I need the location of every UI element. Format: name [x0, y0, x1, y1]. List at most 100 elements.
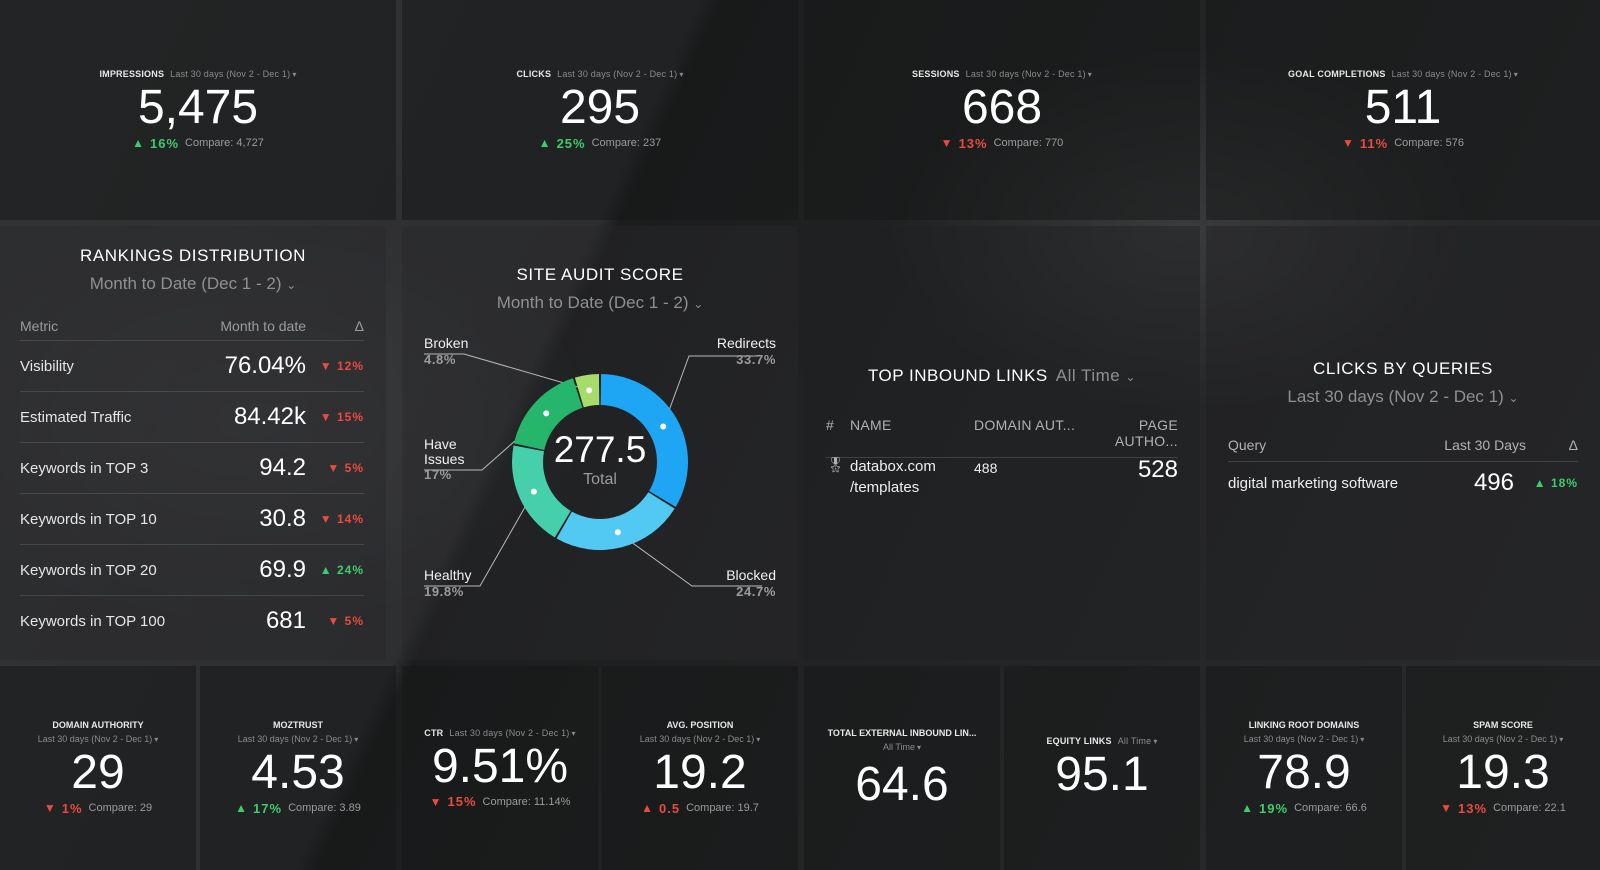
spam-score-tile[interactable]: SPAM SCORE Last 30 days (Nov 2 - Dec 1) ▾… — [1406, 666, 1600, 870]
donut-slice-healthy[interactable] — [512, 445, 571, 538]
leader-line-healthy — [424, 491, 535, 587]
tile-title: LINKING ROOT DOMAINS — [1248, 720, 1360, 731]
tile-title: SESSIONS — [912, 69, 960, 80]
arrow-up-icon: ▲ — [538, 136, 551, 151]
tile-header: GOAL COMPLETIONS Last 30 days (Nov 2 - D… — [1288, 69, 1518, 79]
arrow-down-icon: ▼ — [327, 614, 341, 628]
chevron-down-icon: ▾ — [292, 70, 297, 80]
period-selector[interactable]: Last 30 days (Nov 2 - Dec 1) ▾ — [965, 69, 1092, 80]
period-selector[interactable]: Last 30 days (Nov 2 - Dec 1) ▾ — [1391, 69, 1518, 80]
column-header[interactable]: DOMAIN AUT... — [974, 417, 1076, 433]
column-header[interactable]: PAGE AUTHO... — [1114, 417, 1178, 449]
arrow-up-icon: ▲ — [319, 563, 333, 577]
tile-title: EQUITY LINKS — [1046, 736, 1112, 746]
change-percent: 17% — [253, 800, 283, 816]
period-selector[interactable]: Last 30 days (Nov 2 - Dec 1) ⌄ — [1287, 387, 1519, 406]
label-healthy: Healthy 19.8% — [424, 567, 472, 599]
compare-value: Compare: 3.89 — [288, 802, 361, 815]
sessions-tile[interactable]: SESSIONS Last 30 days (Nov 2 - Dec 1) ▾ 6… — [804, 0, 1200, 220]
metric-value: 9.51% — [431, 740, 569, 793]
chevron-down-icon: ▾ — [1360, 735, 1365, 745]
period-selector[interactable]: Last 30 days (Nov 2 - Dec 1) ▾ — [37, 734, 159, 745]
ctr-tile[interactable]: CTR Last 30 days (Nov 2 - Dec 1) ▾ 9.51% … — [402, 666, 598, 870]
arrow-down-icon: ▼ — [43, 801, 56, 816]
top-inbound-links-tile[interactable]: TOP INBOUND LINKS All Time ⌄ # NAME DOMAI… — [804, 226, 1200, 660]
rankings-distribution-tile[interactable]: RANKINGS DISTRIBUTION Month to Date (Dec… — [0, 226, 386, 660]
period-selector[interactable]: Last 30 days (Nov 2 - Dec 1) ▾ — [449, 728, 576, 738]
column-header[interactable]: Δ — [354, 318, 364, 334]
site-audit-score-tile[interactable]: SITE AUDIT SCORE Month to Date (Dec 1 - … — [402, 226, 798, 660]
tile-title: CLICKS — [516, 69, 552, 80]
change-percent: 16% — [149, 135, 180, 151]
donut-slices — [512, 374, 688, 550]
query-value: 496 — [1473, 469, 1514, 496]
label-broken: Broken 4.8% — [424, 335, 469, 367]
moztrust-tile[interactable]: MOZTRUST Last 30 days (Nov 2 - Dec 1) ▾ 4… — [200, 666, 396, 870]
domain-authority-tile[interactable]: DOMAIN AUTHORITY Last 30 days (Nov 2 - D… — [0, 666, 196, 870]
chevron-down-icon: ▾ — [917, 743, 922, 752]
period-selector[interactable]: Month to Date (Dec 1 - 2) ⌄ — [496, 293, 704, 312]
change-row: ▼ 1% Compare: 29 — [44, 801, 152, 816]
clicks-tile[interactable]: CLICKS Last 30 days (Nov 2 - Dec 1) ▾ 295… — [402, 0, 798, 220]
leader-line-broken — [424, 353, 590, 391]
period-selector[interactable]: Month to Date (Dec 1 - 2) ⌄ — [89, 274, 297, 293]
column-header[interactable]: Metric — [20, 318, 59, 334]
linking-root-domains-tile[interactable]: LINKING ROOT DOMAINS Last 30 days (Nov 2… — [1206, 666, 1402, 870]
goal-completions-tile[interactable]: GOAL COMPLETIONS Last 30 days (Nov 2 - D… — [1206, 0, 1600, 220]
period-selector[interactable]: Last 30 days (Nov 2 - Dec 1) ▾ — [1442, 734, 1564, 745]
compare-value: Compare: 576 — [1394, 137, 1464, 150]
table-row[interactable]: 🎖 databox.com/templates 488 528 — [826, 456, 1178, 498]
column-header[interactable]: Query — [1228, 437, 1267, 453]
link-name[interactable]: databox.com/templates — [850, 458, 936, 496]
page-authority: 528 — [1137, 456, 1178, 483]
tile-header: IMPRESSIONS Last 30 days (Nov 2 - Dec 1)… — [99, 69, 296, 79]
change-row: ▼ 15% Compare: 11.14% — [430, 794, 571, 809]
period-selector[interactable]: All Time ▾ — [1117, 736, 1158, 746]
change-percent: 19% — [1259, 800, 1289, 816]
column-header[interactable]: # — [826, 417, 835, 433]
chevron-down-icon: ⌄ — [286, 278, 297, 292]
period-selector[interactable]: Last 30 days (Nov 2 - Dec 1) ▾ — [170, 69, 297, 80]
column-header[interactable]: Last 30 Days — [1444, 437, 1526, 453]
arrow-up-icon: ▲ — [1241, 801, 1254, 816]
metric-value: 78.9 — [1257, 746, 1351, 800]
period-selector[interactable]: All Time ⌄ — [1055, 366, 1137, 385]
period-selector[interactable]: All Time ▾ — [882, 742, 922, 752]
compare-value: Compare: 237 — [591, 137, 662, 150]
metric-name: Visibility — [20, 357, 74, 375]
table-row[interactable]: digital marketing software 496 ▲ 18% — [1228, 469, 1578, 497]
arrow-up-icon: ▲ — [641, 801, 654, 816]
donut-total: 277.5 — [554, 429, 647, 470]
column-header[interactable]: Δ — [1568, 437, 1578, 453]
column-header[interactable]: NAME — [850, 417, 892, 433]
period-selector[interactable]: Last 30 days (Nov 2 - Dec 1) ▾ — [237, 734, 359, 745]
medal-icon: 🎖 — [826, 457, 846, 474]
delta: ▲ 24% — [319, 563, 364, 577]
tile-header: CTR Last 30 days (Nov 2 - Dec 1) ▾ — [424, 728, 575, 738]
chevron-down-icon: ▾ — [679, 70, 684, 80]
compare-value: Compare: 29 — [88, 802, 153, 815]
delta: ▼ 14% — [319, 512, 364, 526]
clicks-by-queries-tile[interactable]: CLICKS BY QUERIES Last 30 days (Nov 2 - … — [1206, 226, 1600, 660]
change-percent: 1% — [61, 800, 83, 816]
delta: ▼ 5% — [327, 614, 364, 628]
total-external-inbound-links-tile[interactable]: TOTAL EXTERNAL INBOUND LIN... All Time ▾ … — [804, 666, 1000, 870]
table-row: Visibility 76.04% ▼ 12% — [20, 341, 364, 392]
chevron-down-icon: ⌄ — [1125, 370, 1137, 384]
metric-value: 5,475 — [137, 81, 259, 135]
avg-position-tile[interactable]: AVG. POSITION Last 30 days (Nov 2 - Dec … — [602, 666, 798, 870]
equity-links-tile[interactable]: EQUITY LINKS All Time ▾ 95.1 — [1004, 666, 1200, 870]
metric-name: Keywords in TOP 3 — [20, 459, 149, 477]
period-selector[interactable]: Last 30 days (Nov 2 - Dec 1) ▾ — [639, 734, 761, 745]
column-header[interactable]: Month to date — [220, 318, 306, 334]
donut-slice-blocked[interactable] — [556, 492, 675, 550]
period-selector[interactable]: Last 30 days (Nov 2 - Dec 1) ▾ — [557, 69, 684, 80]
donut-slice-redirects[interactable] — [600, 374, 688, 507]
chevron-down-icon: ▾ — [571, 729, 576, 738]
arrow-up-icon: ▲ — [235, 801, 248, 816]
leader-dots — [530, 387, 667, 536]
impressions-tile[interactable]: IMPRESSIONS Last 30 days (Nov 2 - Dec 1)… — [0, 0, 396, 220]
compare-value: Compare: 66.6 — [1294, 802, 1367, 815]
metric-value: 511 — [1364, 81, 1442, 135]
period-selector[interactable]: Last 30 days (Nov 2 - Dec 1) ▾ — [1243, 734, 1365, 745]
